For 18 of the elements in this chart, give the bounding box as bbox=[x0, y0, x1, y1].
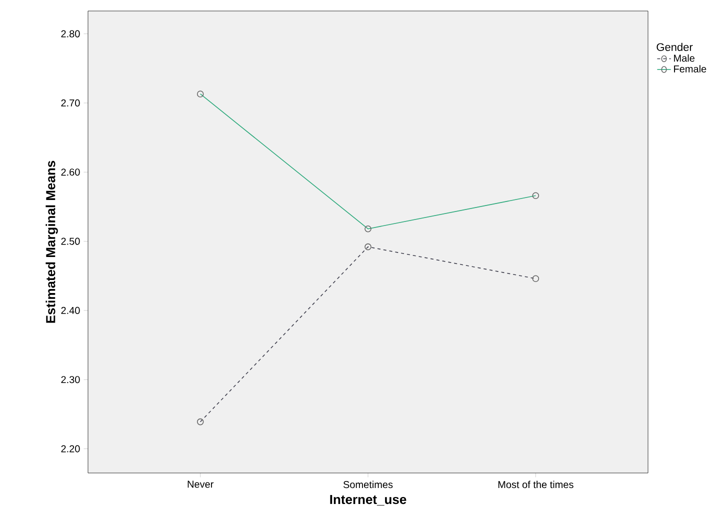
legend-label: Female bbox=[674, 65, 706, 72]
y-tick-label: 2.30 bbox=[61, 376, 80, 384]
point bbox=[196, 418, 204, 426]
y-tick-label: 2.60 bbox=[61, 168, 80, 176]
y-tick-label: 2.70 bbox=[61, 99, 80, 107]
x-tick-label: Never bbox=[188, 480, 214, 488]
y-tick-label: 2.40 bbox=[61, 306, 80, 314]
legend-label: Male bbox=[674, 54, 694, 62]
y-tick-label: 2.20 bbox=[61, 445, 80, 452]
y-tick-label: 2.50 bbox=[61, 238, 80, 245]
y-axis-title: Estimated Marginal Means bbox=[46, 160, 58, 323]
x-tick-label: Sometimes bbox=[343, 480, 393, 488]
point bbox=[532, 275, 540, 282]
point bbox=[364, 243, 372, 250]
x-axis-title: Internet_use bbox=[330, 495, 406, 506]
y-tick-label: 2.80 bbox=[61, 30, 80, 38]
legend-title: Gender bbox=[656, 42, 693, 51]
x-tick-label: Most of the times bbox=[498, 480, 574, 488]
